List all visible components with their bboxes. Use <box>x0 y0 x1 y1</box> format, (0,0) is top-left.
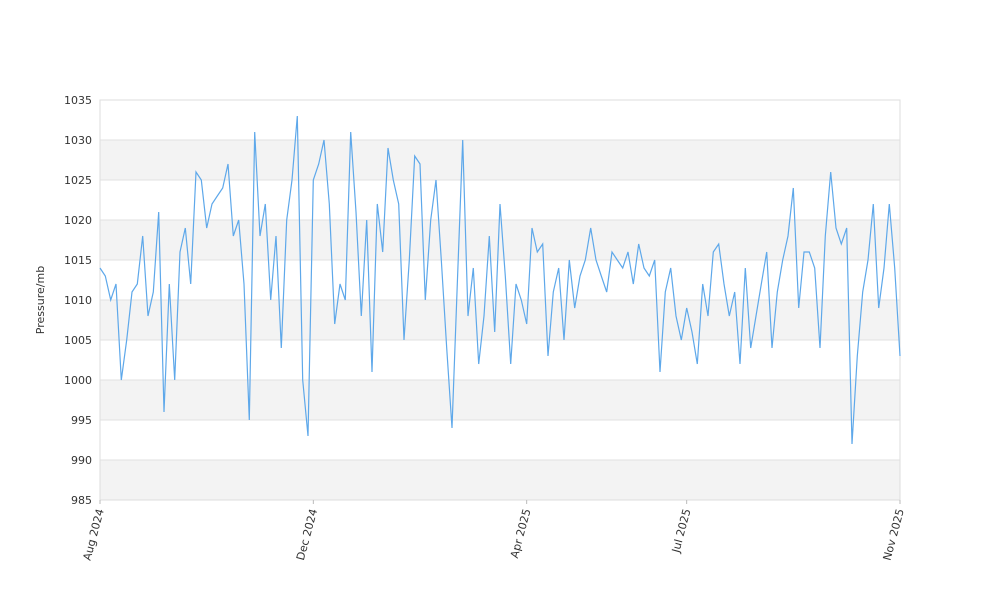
y-tick-label: 1010 <box>64 294 92 307</box>
y-tick-label: 1020 <box>64 214 92 227</box>
x-tick-label: Nov 2025 <box>881 507 907 562</box>
x-tick-label: Apr 2025 <box>508 507 534 559</box>
x-tick-label: Jul 2025 <box>669 507 693 555</box>
x-tick-label: Aug 2024 <box>81 507 107 562</box>
grid-band <box>100 460 900 500</box>
y-tick-label: 995 <box>71 414 92 427</box>
y-tick-label: 1015 <box>64 254 92 267</box>
x-tick-label: Dec 2024 <box>294 507 320 561</box>
grid-band <box>100 140 900 180</box>
grid-band <box>100 380 900 420</box>
y-axis-label: Pressure/mb <box>34 266 47 334</box>
grid-band <box>100 220 900 260</box>
y-tick-label: 990 <box>71 454 92 467</box>
y-tick-label: 1000 <box>64 374 92 387</box>
y-tick-label: 985 <box>71 494 92 507</box>
y-tick-label: 1025 <box>64 174 92 187</box>
data-line <box>99 115 901 445</box>
y-tick-label: 1005 <box>64 334 92 347</box>
y-tick-label: 1035 <box>64 94 92 107</box>
plot-border <box>99 99 901 501</box>
y-tick-label: 1030 <box>64 134 92 147</box>
grid-band <box>100 300 900 340</box>
